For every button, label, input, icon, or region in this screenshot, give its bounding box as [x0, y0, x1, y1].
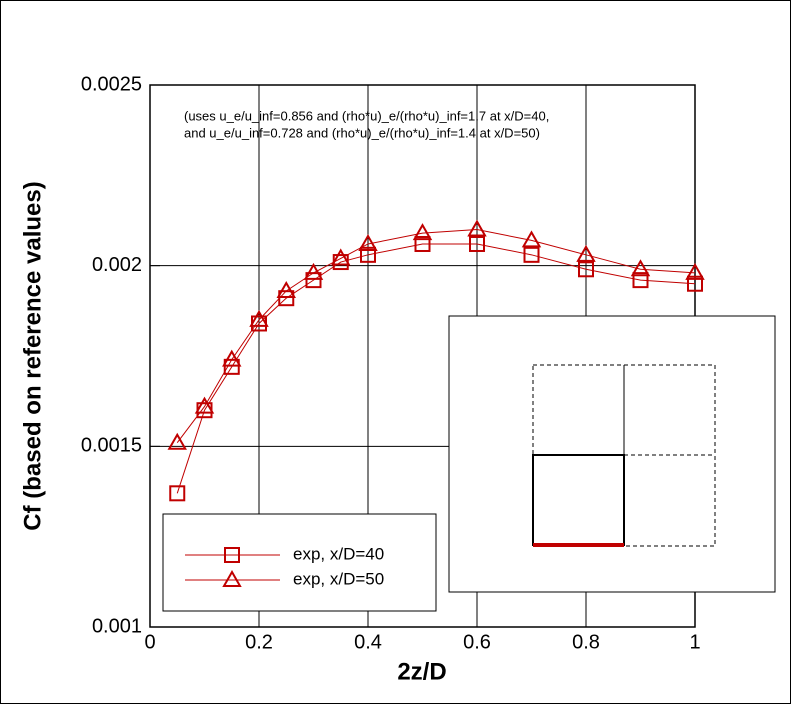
- x-tick-label: 0.6: [463, 631, 491, 653]
- marker: [224, 547, 240, 563]
- x-tick-label: 0.8: [572, 631, 600, 653]
- marker: [685, 262, 705, 280]
- marker: [222, 349, 242, 367]
- marker: [249, 309, 269, 327]
- x-tick-label: 0: [144, 631, 155, 653]
- marker: [523, 246, 540, 263]
- legend-box: [162, 513, 437, 612]
- marker: [521, 230, 542, 248]
- y-axis-label: Cf (based on reference values): [19, 181, 46, 530]
- legend-label: exp, x/D=50: [293, 569, 384, 588]
- y-tick-label: 0.001: [92, 615, 142, 637]
- marker: [169, 485, 186, 502]
- x-tick-label: 1: [689, 631, 700, 653]
- x-axis-label: 2z/D: [397, 658, 446, 685]
- marker: [194, 396, 215, 414]
- annotation: and u_e/u_inf=0.728 and (rho*u)_e/(rho*u…: [184, 125, 540, 140]
- y-tick-label: 0.0015: [81, 435, 142, 457]
- marker: [414, 235, 431, 252]
- marker: [276, 280, 296, 298]
- marker: [467, 219, 487, 237]
- marker: [687, 275, 703, 292]
- marker: [222, 569, 242, 587]
- marker: [576, 244, 596, 262]
- marker: [358, 233, 378, 251]
- annotation: (uses u_e/u_inf=0.856 and (rho*u)_e/(rho…: [184, 108, 549, 123]
- marker: [630, 259, 651, 277]
- marker: [578, 261, 594, 278]
- legend: exp, x/D=40 exp, x/D=50: [162, 513, 437, 612]
- series-line: [176, 229, 696, 444]
- marker: [167, 432, 187, 450]
- marker: [331, 248, 351, 266]
- marker: [303, 262, 324, 280]
- legend-label: exp, x/D=40: [293, 544, 384, 563]
- marker: [469, 235, 485, 252]
- y-tick-label: 0.0025: [81, 73, 142, 95]
- marker: [360, 246, 376, 263]
- x-tick-label: 0.4: [354, 631, 382, 653]
- inset: [448, 315, 776, 593]
- y-tick-label: 0.002: [92, 254, 142, 276]
- marker: [632, 272, 649, 289]
- x-tick-label: 0.2: [245, 631, 273, 653]
- series-group: [167, 219, 705, 502]
- marker: [412, 223, 433, 241]
